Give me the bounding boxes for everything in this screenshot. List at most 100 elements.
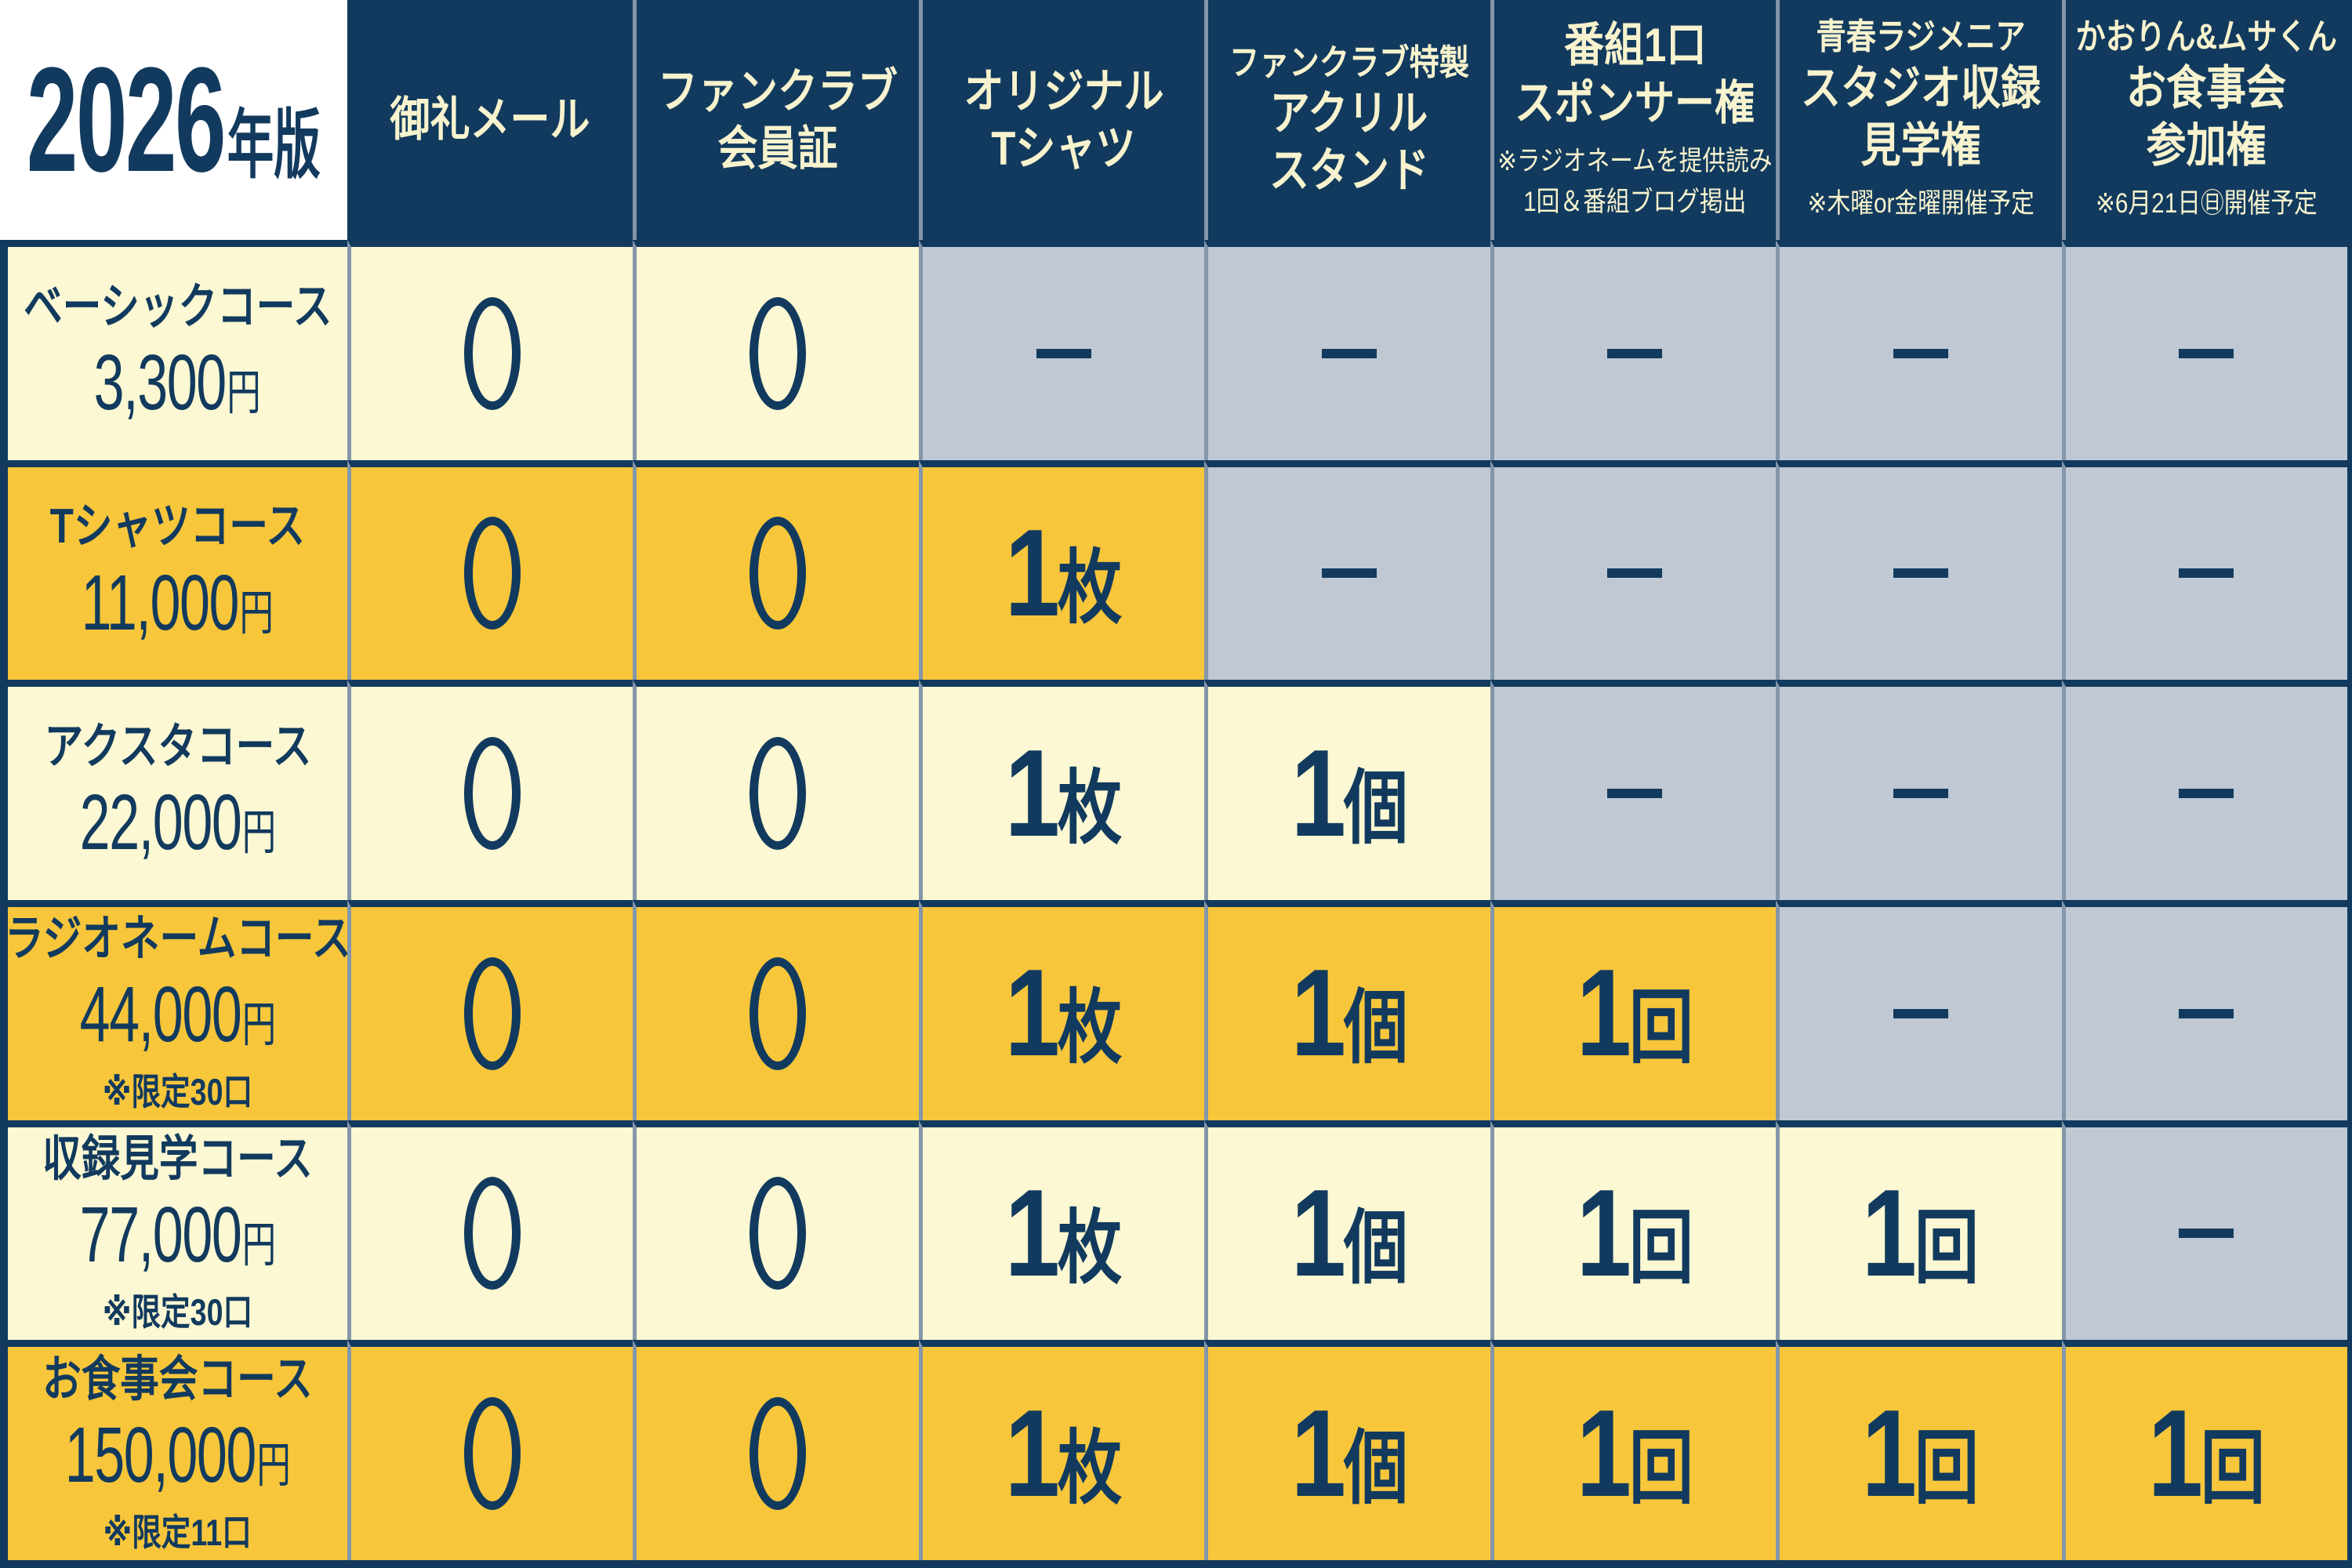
column-header-title-line: お食事会 — [2126, 61, 2287, 114]
included-circle-icon — [463, 1177, 521, 1290]
benefit-cell-r4-c2 — [633, 899, 919, 1120]
course-price: 150,000 円 — [64, 1410, 290, 1501]
course-limit-note: ※限定11口 — [103, 1511, 252, 1553]
benefit-cell-r3-c1 — [347, 680, 633, 900]
column-header-note: ※木曜or金曜開催予定 — [1807, 188, 2034, 220]
course-price-currency: 円 — [239, 586, 274, 641]
quantity-number: 1 — [1290, 1384, 1345, 1523]
course-price-currency: 円 — [241, 998, 276, 1053]
benefit-cell-r4-c1 — [347, 899, 633, 1120]
course-name: 収録見学コース — [42, 1131, 313, 1186]
course-limit-note: ※限定30口 — [102, 1291, 253, 1334]
column-header-title-line: 番組1口 — [1563, 19, 1707, 72]
column-header-note: ※6月21日㊐開催予定 — [2095, 188, 2318, 220]
quantity-number: 1 — [1290, 1163, 1345, 1302]
quantity-number: 1 — [1862, 1384, 1917, 1523]
course-row-label-2: Tシャツコース 11,000 円 — [0, 459, 347, 681]
not-included-dash-icon — [2179, 1008, 2234, 1018]
not-included-dash-icon — [1893, 1008, 1948, 1018]
benefit-cell-r1-c3 — [918, 240, 1205, 460]
column-header-6: 青春ラジメニア スタジオ収録 見学権 ※木曜or金曜開催予定 — [1776, 0, 2062, 240]
not-included-dash-icon — [1607, 789, 1663, 799]
quantity-number: 1 — [1290, 944, 1345, 1083]
column-header-small-title: 青春ラジメニア — [1816, 16, 2026, 57]
course-name: お食事会コース — [42, 1352, 313, 1406]
column-header-title-line: 見学権 — [1860, 118, 1981, 172]
column-header-title-line: スタジオ収録 — [1800, 61, 2041, 114]
not-included-dash-icon — [2179, 568, 2234, 579]
course-row-label-3: アクスタコース 22,000 円 — [0, 680, 347, 900]
column-header-title-line: Tシャツ — [991, 122, 1136, 175]
quantity-unit: 回 — [2200, 1422, 2266, 1513]
not-included-dash-icon — [1607, 348, 1663, 358]
benefit-cell-r1-c1 — [347, 240, 633, 460]
quantity-unit: 枚 — [1057, 982, 1123, 1073]
course-price-amount: 77,000 — [79, 1191, 241, 1279]
course-price-amount: 44,000 — [79, 971, 241, 1059]
benefit-cell-r2-c1 — [347, 459, 633, 681]
course-row-label-5: 収録見学コース 77,000 円 ※限定30口 — [0, 1120, 347, 1341]
included-circle-icon — [463, 296, 521, 410]
benefit-cell-r2-c5 — [1490, 459, 1777, 681]
quantity-unit: 枚 — [1057, 1422, 1123, 1513]
benefit-cell-r6-c1 — [347, 1340, 633, 1560]
course-price-amount: 3,300 — [93, 338, 227, 426]
quantity-number: 1 — [2147, 1384, 2203, 1523]
quantity-number: 1 — [1290, 724, 1345, 862]
course-price: 44,000 円 — [79, 970, 276, 1060]
benefit-cell-r2-c4 — [1204, 459, 1490, 681]
course-limit-note: ※限定30口 — [102, 1071, 253, 1113]
column-header-small-title: かおりん&ムサくん — [2075, 16, 2338, 57]
quantity-unit: 個 — [1343, 982, 1408, 1073]
course-price-currency: 円 — [241, 806, 276, 861]
course-row-label-4: ラジオネームコース 44,000 円 ※限定30口 — [0, 899, 347, 1120]
not-included-dash-icon — [1321, 348, 1377, 358]
included-circle-icon — [750, 956, 807, 1070]
quantity-number: 1 — [1576, 1163, 1632, 1302]
column-header-title-line: スポンサー権 — [1515, 76, 1755, 129]
quantity-number: 1 — [1004, 503, 1060, 642]
edition-label: 2026 年版 — [27, 34, 321, 205]
benefit-cell-r4-c6 — [1776, 899, 2062, 1120]
benefit-cell-r4-c7 — [2061, 899, 2347, 1120]
course-row-label-1: ベーシックコース 3,300 円 — [0, 240, 347, 460]
quantity-number: 1 — [1576, 1384, 1632, 1523]
quantity-number: 1 — [1004, 724, 1060, 862]
included-circle-icon — [750, 517, 807, 630]
not-included-dash-icon — [2179, 1229, 2234, 1239]
benefit-cell-r1-c6 — [1776, 240, 2062, 460]
included-circle-icon — [750, 1397, 807, 1511]
column-header-title-line: 会員証 — [717, 122, 838, 175]
included-circle-icon — [463, 1397, 521, 1511]
quantity-unit: 回 — [1628, 1422, 1694, 1513]
quantity-unit: 枚 — [1057, 762, 1123, 853]
course-row-label-6: お食事会コース 150,000 円 ※限定11口 — [0, 1340, 347, 1560]
included-circle-icon — [750, 1177, 807, 1290]
column-header-note: ※ラジオネームを提供読み — [1497, 145, 1773, 176]
quantity-unit: 回 — [1915, 1202, 1980, 1293]
course-price-amount: 150,000 — [64, 1410, 256, 1499]
not-included-dash-icon — [1893, 789, 1948, 799]
benefit-cell-r1-c7 — [2061, 240, 2347, 460]
course-price-amount: 22,000 — [79, 779, 241, 867]
course-price-currency: 円 — [241, 1218, 276, 1273]
edition-suffix: 年版 — [227, 103, 321, 187]
benefit-cell-r3-c5 — [1490, 680, 1777, 900]
